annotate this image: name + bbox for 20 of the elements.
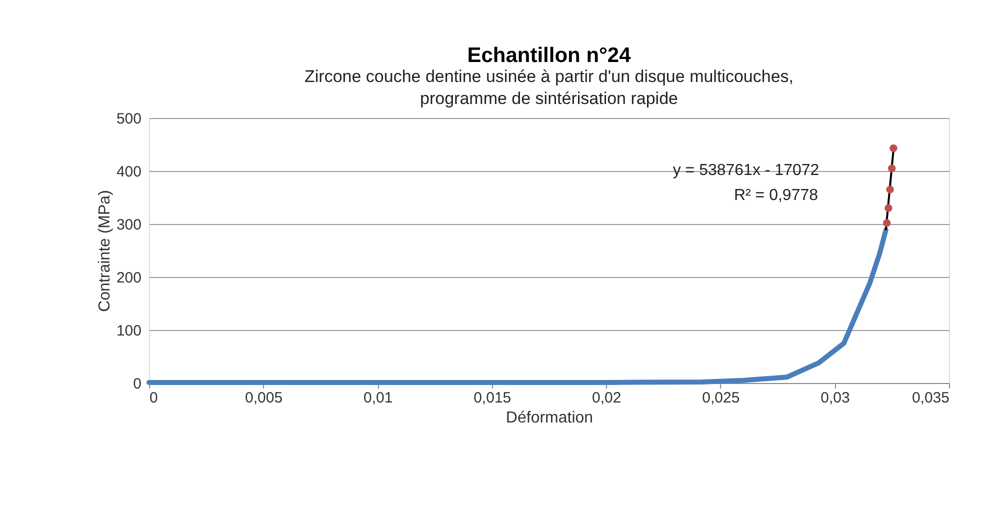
chart-title: Echantillon n°24: [467, 44, 632, 67]
annotation: R² = 0,9778: [734, 187, 818, 204]
x-tick-label: 0: [150, 390, 158, 406]
annotation: y = 538761x - 17072: [672, 162, 820, 179]
x-tick-label: 0,035: [912, 390, 950, 406]
y-tick-label: 500: [116, 110, 142, 128]
y-tick-label: 300: [116, 216, 142, 234]
y-axis-title: Contrainte (MPa): [96, 190, 114, 312]
x-tick-label: 0,015: [474, 390, 512, 406]
y-tick-label: 200: [116, 270, 142, 286]
y-tick-label: 100: [116, 322, 142, 340]
x-tick-label: 0,03: [820, 390, 850, 406]
chart-subtitle: Zircone couche dentine usinée à partir d'un disque multicouches, programme de sintérisation rapide: [304, 67, 794, 108]
x-tick-label: 0,005: [245, 390, 283, 406]
y-tick-label: 400: [116, 164, 142, 180]
x-tick-label: 0,01: [363, 390, 393, 406]
y-tick-label: 0: [133, 376, 142, 392]
x-tick-label: 0,02: [592, 390, 622, 406]
x-tick-label: 0,025: [702, 390, 740, 406]
x-axis-title: Déformation: [506, 410, 594, 426]
